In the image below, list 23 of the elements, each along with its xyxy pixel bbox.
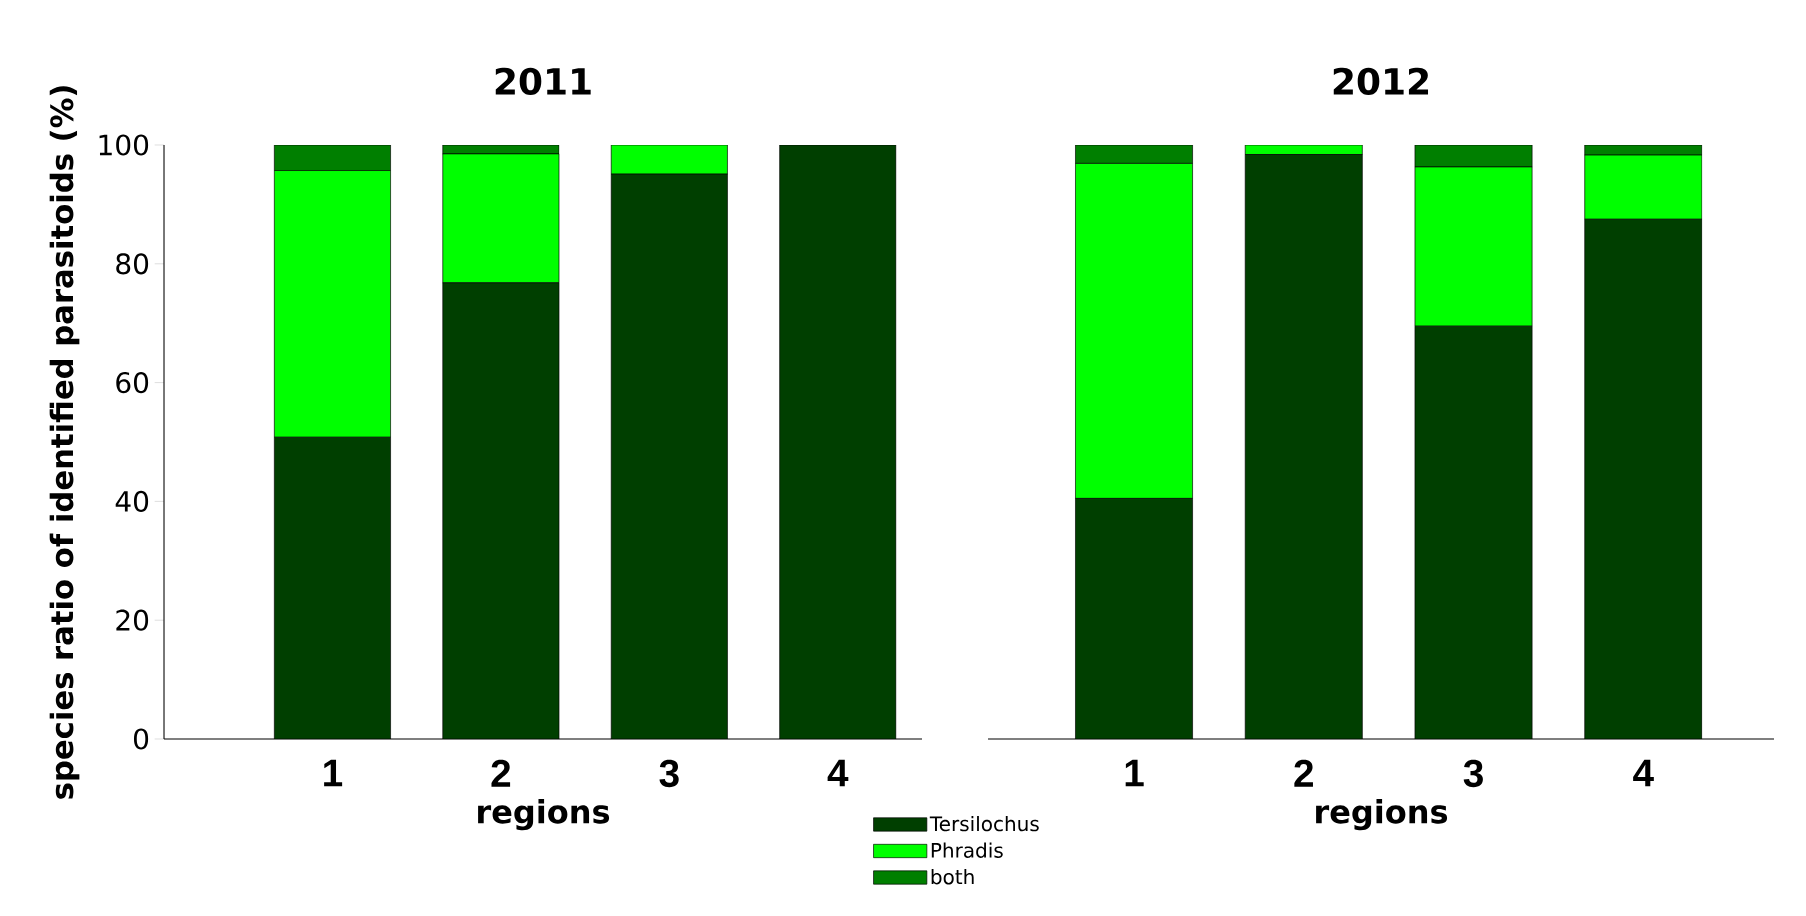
x-tick-label: 4	[1633, 759, 1654, 787]
y-tick-label: 60	[116, 371, 149, 394]
chart-title: 2011	[495, 67, 591, 95]
y-tick-label: 20	[116, 609, 149, 631]
legend-label: Phradis	[931, 842, 1003, 858]
y-tick-label: 80	[116, 253, 149, 275]
y-tick-label: 100	[99, 134, 149, 156]
x-axis-title: regions	[1316, 798, 1448, 831]
x-tick-label: 3	[1463, 759, 1483, 788]
x-tick-label: 4	[827, 759, 849, 787]
x-tick-label: 1	[324, 759, 343, 787]
x-tick-label: 2	[1294, 759, 1313, 787]
chart-title: 2012	[1333, 67, 1429, 95]
x-tick-label: 3	[659, 759, 679, 788]
legend-label: Tersilochus	[929, 815, 1039, 832]
x-tick-label: 1	[1125, 759, 1144, 787]
x-axis-title: regions	[478, 798, 610, 831]
y-axis-title: species ratio of identified parasitoids (%)	[49, 86, 80, 799]
x-tick-label: 2	[491, 759, 511, 787]
bar	[1075, 144, 1193, 164]
legend-label: both	[931, 868, 974, 885]
y-tick-label: 40	[115, 490, 149, 512]
y-tick-label: 0	[133, 728, 149, 750]
